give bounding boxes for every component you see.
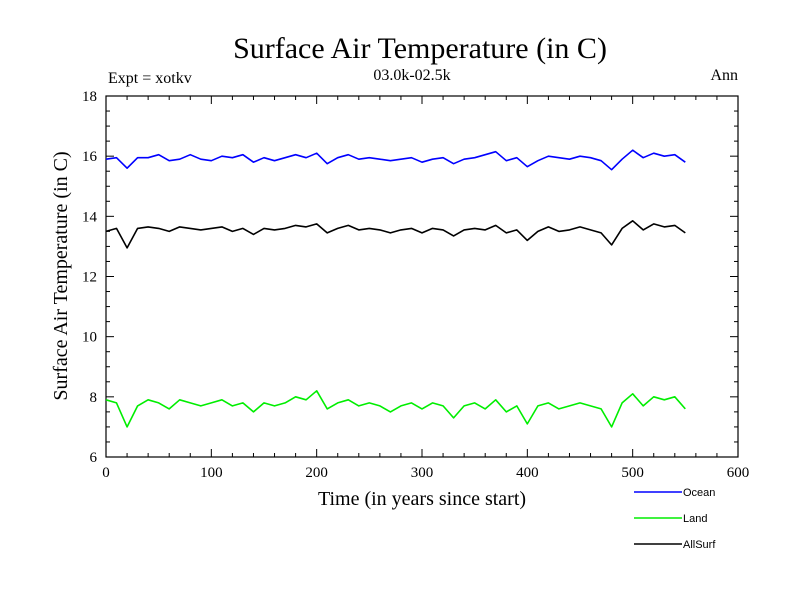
legend-label-ocean: Ocean [683,487,715,499]
y-ticks: 6 8 10 12 14 16 18 [82,89,738,466]
subtitle-center: 03.0k-02.5k [373,67,450,84]
y-tick-label: 8 [90,390,98,406]
legend-label-allsurf: AllSurf [683,539,716,551]
legend: Ocean Land AllSurf [634,487,716,551]
series-line-ocean [105,149,686,171]
y-tick-label: 6 [90,450,98,466]
y-tick-label: 14 [82,209,98,225]
x-tick-label: 200 [305,465,328,481]
plot-area: 0 100 200 300 400 500 600 6 8 10 12 14 16 18 [82,89,749,481]
season-label: Ann [710,67,738,84]
x-tick-label: 600 [727,465,750,481]
x-tick-label: 300 [411,465,434,481]
series-line-land [105,389,686,428]
y-tick-label: 18 [82,89,97,105]
x-ticks: 0 100 200 300 400 500 600 [102,96,749,481]
x-tick-label: 400 [516,465,539,481]
series-lines [105,149,686,428]
expt-label: Expt = xotkv [108,70,192,87]
series-line-allsurf [105,220,686,249]
minor-ticks [106,96,738,457]
chart-title: Surface Air Temperature (in C) [233,32,607,65]
x-tick-label: 100 [200,465,223,481]
y-axis-label: Surface Air Temperature (in C) [50,151,72,400]
y-tick-label: 16 [82,149,98,165]
x-tick-label: 500 [621,465,644,481]
plot-frame [105,95,739,458]
x-tick-label: 0 [102,465,110,481]
x-axis-label: Time (in years since start) [318,488,526,510]
y-tick-label: 12 [82,270,97,286]
legend-label-land: Land [683,513,707,525]
y-tick-label: 10 [82,330,97,346]
